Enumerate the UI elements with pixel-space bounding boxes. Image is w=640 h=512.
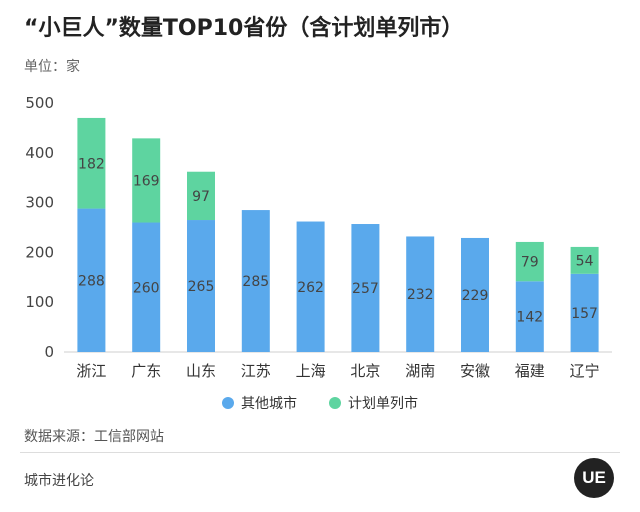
data-label: 262	[297, 280, 324, 296]
x-tick-label: 江苏	[241, 362, 271, 380]
legend-item-other[interactable]: 其他城市	[222, 393, 297, 413]
bar-chart: 0 100 200 300 400 500 288 182 浙江 260 169 广东 265 97 山东…	[25, 94, 612, 380]
bar-other	[515, 281, 544, 352]
divider	[20, 452, 620, 453]
bar-plan	[132, 138, 161, 223]
data-label: 54	[576, 253, 594, 269]
x-tick-label: 辽宁	[570, 362, 600, 380]
x-tick-label: 广东	[131, 362, 161, 380]
bar-other	[296, 221, 325, 352]
bar-other	[77, 208, 106, 352]
legend-label-other: 其他城市	[241, 396, 297, 412]
bar-plan	[515, 241, 544, 282]
y-tick-label: 0	[44, 343, 54, 361]
chart-title: “小巨人”数量TOP10省份（含计划单列市）	[24, 16, 464, 41]
x-tick-label: 湖南	[405, 362, 435, 380]
bar-other	[461, 237, 489, 352]
bar-other	[406, 236, 435, 352]
source-text: 数据来源：工信部网站	[24, 429, 164, 445]
y-tick-label: 400	[25, 144, 54, 162]
legend-item-plan[interactable]: 计划单列市	[329, 393, 418, 413]
data-label: 232	[407, 287, 434, 303]
legend-dot-other	[222, 397, 234, 409]
brand-logo: UE	[574, 458, 614, 498]
data-label: 285	[242, 274, 269, 290]
data-label: 157	[571, 306, 598, 322]
bar-plan	[570, 246, 599, 274]
data-label: 260	[133, 280, 160, 296]
bar-other	[570, 273, 599, 352]
bar-plan	[77, 117, 106, 209]
x-tick-label: 上海	[296, 362, 326, 380]
legend: 其他城市 计划单列市	[0, 393, 640, 413]
data-label: 142	[516, 310, 543, 326]
data-label: 182	[78, 156, 105, 172]
bar-other	[241, 210, 270, 352]
y-tick-label: 300	[25, 194, 54, 212]
unit-label: 单位：家	[24, 59, 80, 75]
footer-brand: 城市进化论	[24, 473, 94, 489]
y-tick-label: 200	[25, 243, 54, 261]
bar-other	[187, 220, 215, 352]
data-label: 288	[78, 273, 105, 289]
x-tick-label: 福建	[515, 362, 545, 380]
x-tick-label: 山东	[186, 362, 216, 380]
x-tick-label: 北京	[350, 362, 380, 380]
bar-other	[351, 224, 380, 352]
x-tick-label: 安徽	[460, 362, 490, 380]
x-tick-label: 浙江	[76, 362, 106, 380]
data-label: 257	[352, 281, 379, 297]
data-label: 229	[462, 288, 489, 304]
y-tick-label: 100	[25, 293, 54, 311]
bar-plan	[187, 171, 215, 221]
bar-other	[132, 222, 161, 352]
legend-dot-plan	[329, 397, 341, 409]
legend-label-plan: 计划单列市	[348, 396, 418, 412]
data-label: 97	[192, 189, 210, 205]
data-label: 79	[521, 255, 539, 271]
data-label: 169	[133, 173, 160, 189]
y-tick-label: 500	[25, 94, 54, 112]
data-label: 265	[188, 279, 215, 295]
